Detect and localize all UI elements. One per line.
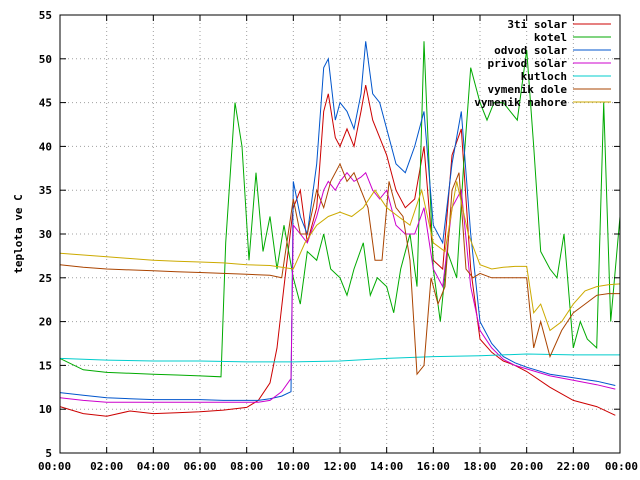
y-tick-label: 20 xyxy=(39,316,52,329)
y-tick-label: 30 xyxy=(39,228,52,241)
series-lines xyxy=(59,41,621,417)
y-tick-label: 45 xyxy=(39,97,52,110)
y-axis-label: teplota ve C xyxy=(12,194,25,273)
x-tick-label: 00:00 xyxy=(38,460,71,473)
axis-ticks: 5 10 15 20 25 30 35 40 45 50 55 00:00 02:00 04:00 06:0… xyxy=(38,9,638,473)
series-line-5 xyxy=(59,162,620,376)
series-line-6 xyxy=(59,181,621,332)
x-tick-label: 10:00 xyxy=(277,460,310,473)
series-line-3 xyxy=(59,171,616,403)
x-tick-label: 18:00 xyxy=(463,460,496,473)
legend-label: vymenik nahore xyxy=(474,96,567,109)
x-tick-label: 14:00 xyxy=(370,460,403,473)
x-tick-label: 04:00 xyxy=(137,460,170,473)
legend-label: kotel xyxy=(534,31,567,44)
y-tick-label: 50 xyxy=(39,53,52,66)
series-line-4 xyxy=(59,353,620,363)
y-tick-label: 10 xyxy=(39,403,52,416)
y-tick-label: 15 xyxy=(39,359,52,372)
legend-label: 3ti solar xyxy=(507,18,567,31)
x-tick-label: 12:00 xyxy=(323,460,356,473)
x-tick-label: 16:00 xyxy=(417,460,450,473)
y-tick-label: 55 xyxy=(39,9,52,22)
y-tick-label: 5 xyxy=(45,447,52,460)
series-line-1 xyxy=(59,41,621,378)
x-tick-label: 08:00 xyxy=(230,460,263,473)
series-line-0 xyxy=(59,85,616,417)
y-tick-label: 40 xyxy=(39,140,52,153)
x-tick-label: 22:00 xyxy=(557,460,590,473)
legend-label: odvod solar xyxy=(494,44,567,57)
x-tick-label: 00:00 xyxy=(605,460,638,473)
y-tick-label: 25 xyxy=(39,272,52,285)
series-line-2 xyxy=(59,41,616,401)
x-tick-label: 02:00 xyxy=(90,460,123,473)
legend-label: privod solar xyxy=(488,57,568,70)
x-tick-label: 20:00 xyxy=(510,460,543,473)
legend-label: kutloch xyxy=(521,70,567,83)
y-tick-label: 35 xyxy=(39,184,52,197)
legend-label: vymenik dole xyxy=(488,83,568,96)
x-tick-label: 06:00 xyxy=(183,460,216,473)
